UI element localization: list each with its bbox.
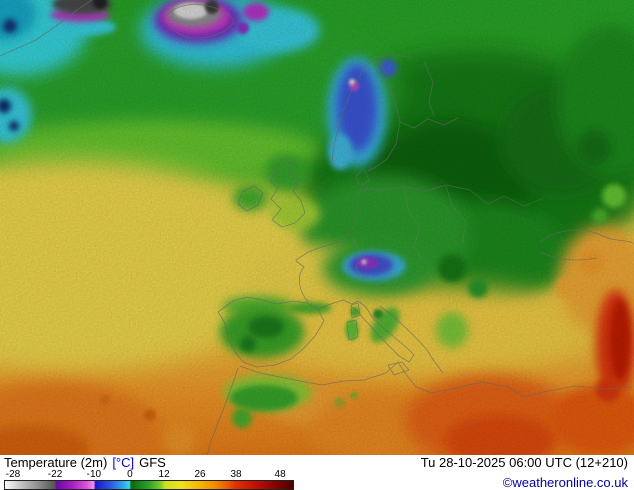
map-footer: Temperature (2m) [°C] GFS Tu 28-10-2025 06… [0,455,634,490]
footer-top-row: Temperature (2m) [°C] GFS Tu 28-10-2025 06… [4,456,628,470]
copyright: ©weatheronline.co.uk [502,475,628,490]
legend-tick: 12 [158,469,170,480]
temperature-legend: -28 -22 -10 0 12 26 38 48 [4,470,294,490]
temperature-field-svg [0,0,634,455]
legend-tick: 26 [194,469,206,480]
legend-tick: -22 [47,469,63,480]
map-title-unit: [°C] [112,455,135,470]
legend-tick: 38 [230,469,242,480]
map-datetime: Tu 28-10-2025 06:00 UTC (12+210) [420,455,628,470]
legend-tick: 48 [274,469,286,480]
legend-tick: -28 [5,469,21,480]
temperature-map [0,0,634,455]
coastlines [0,0,634,455]
map-title-parameter: Temperature (2m) [4,455,108,470]
legend-tick: 0 [127,469,133,480]
map-title: Temperature (2m) [°C] GFS [4,456,171,470]
country-borders [351,185,545,289]
legend-colorbar [4,480,294,490]
legend-tick: -10 [86,469,102,480]
footer-bottom-row: -28 -22 -10 0 12 26 38 48 ©weatheronline.co.uk [4,470,628,490]
map-title-model: GFS [139,455,166,470]
legend-ticks: -28 -22 -10 0 12 26 38 48 [4,470,294,480]
